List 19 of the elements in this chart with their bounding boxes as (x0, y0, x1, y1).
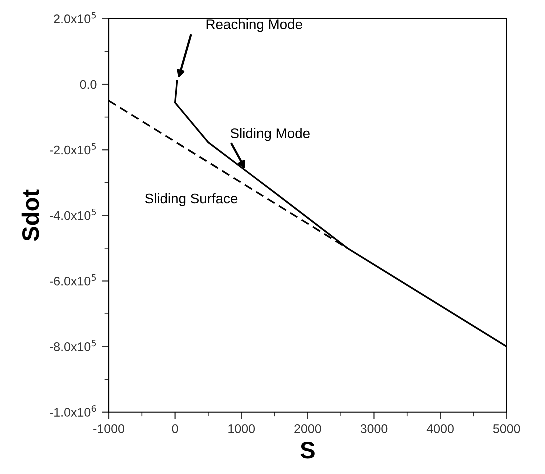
y-tick-label: -2.0x10$^{5}$ (50, 143, 96, 155)
annotation: Reaching Mode (206, 19, 302, 32)
y-tick-label: 0.0 (80, 80, 97, 90)
y-tick-label: -1.0x10$^{6}$ (50, 406, 96, 417)
x-tick-label: 4000 (426, 424, 454, 434)
annotation: Sliding Surface (145, 193, 238, 206)
x-tick-label: 2000 (294, 424, 322, 434)
x-tick-label: 3000 (360, 424, 388, 434)
annotation: Sliding Mode (230, 128, 310, 142)
x-axis-title: S (300, 442, 315, 459)
y-axis-title: Sdot (22, 190, 40, 242)
x-tick-label: 0 (172, 424, 178, 434)
x-tick-label: 5000 (493, 424, 520, 434)
x-tick-label: 1000 (228, 424, 256, 434)
y-tick-label: -8.0x10$^{5}$ (50, 340, 96, 352)
y-tick-label: -4.0x10$^{5}$ (50, 208, 96, 220)
y-tick-label: -6.0x10$^{5}$ (50, 274, 96, 286)
y-tick-label: 2.0x10$^{5}$ (54, 12, 96, 24)
x-tick-label: -1000 (94, 424, 124, 434)
